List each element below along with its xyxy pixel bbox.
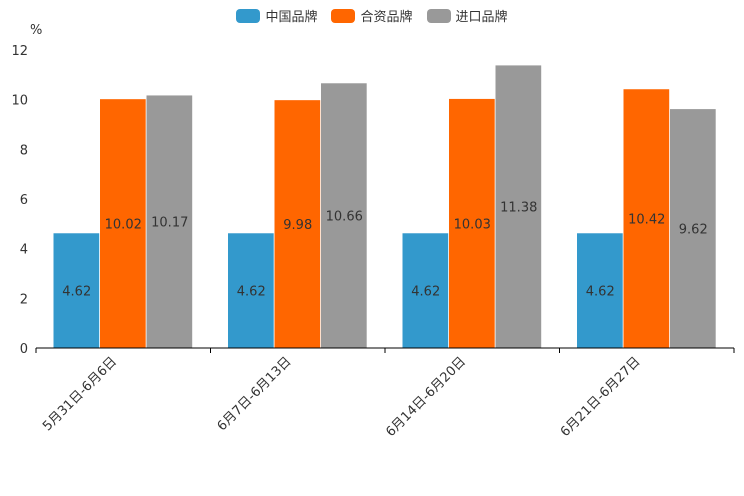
bar[interactable] <box>495 65 542 348</box>
bar-value-label: 10.03 <box>454 217 491 232</box>
bar[interactable] <box>321 83 367 348</box>
bar[interactable] <box>623 89 670 348</box>
bar-value-label: 10.42 <box>628 213 665 228</box>
x-tick-label: 6月21日-6月27日 <box>558 354 644 440</box>
bar[interactable] <box>100 99 146 348</box>
bar[interactable] <box>53 233 100 348</box>
bar-value-label: 10.66 <box>326 210 363 225</box>
bar[interactable] <box>274 100 321 348</box>
bar-value-label: 4.62 <box>411 285 440 300</box>
bar[interactable] <box>402 233 449 348</box>
bar-value-label: 4.62 <box>586 285 615 300</box>
bar[interactable] <box>449 98 495 349</box>
y-tick-label: 4 <box>20 243 28 258</box>
legend: 中国品牌 合资品牌 进口品牌 <box>0 6 744 25</box>
y-tick-label: 0 <box>20 342 28 357</box>
legend-swatch-china-brand <box>236 8 261 23</box>
y-axis-unit-label: % <box>30 23 42 38</box>
bar[interactable] <box>146 95 193 348</box>
legend-item-import-brand[interactable]: 进口品牌 <box>426 6 508 25</box>
bar[interactable] <box>228 233 274 348</box>
bar-value-label: 4.62 <box>62 285 91 300</box>
bar-value-label: 11.38 <box>500 201 537 216</box>
y-tick-label: 2 <box>20 292 28 307</box>
legend-label-import-brand: 进口品牌 <box>455 10 508 25</box>
y-axis: 0 2 4 6 8 10 12 <box>11 44 28 357</box>
bar-value-label: 10.02 <box>105 218 142 233</box>
legend-label-china-brand: 中国品牌 <box>265 10 318 25</box>
bar-value-label: 9.98 <box>283 218 312 233</box>
bar[interactable] <box>670 109 716 348</box>
y-tick-label: 6 <box>20 193 28 208</box>
bar-value-label: 9.62 <box>679 223 708 238</box>
bar-value-label: 4.62 <box>237 285 266 300</box>
legend-item-joint-venture-brand[interactable]: 合资品牌 <box>331 6 413 25</box>
legend-swatch-import-brand <box>426 8 451 23</box>
legend-label-joint-venture-brand: 合资品牌 <box>360 10 413 25</box>
y-tick-label: 10 <box>11 94 28 109</box>
x-axis: 5月31日-6月6日 6月7日-6月13日 6月14日-6月20日 6月21日-6月2… <box>35 347 735 440</box>
x-tick-label: 6月7日-6月13日 <box>215 354 295 434</box>
legend-swatch-joint-venture-brand <box>331 8 356 23</box>
bars-group: 4.62 10.02 10.17 4.62 9.98 10.66 4.62 10.03 11.3… <box>53 65 716 349</box>
bar-value-label: 10.17 <box>151 216 188 231</box>
x-tick-label: 5月31日-6月6日 <box>40 354 120 434</box>
y-tick-label: 8 <box>20 143 28 158</box>
bar[interactable] <box>577 233 623 348</box>
legend-item-china-brand[interactable]: 中国品牌 <box>236 6 317 25</box>
y-tick-label: 12 <box>11 44 28 59</box>
x-tick-label: 6月14日-6月20日 <box>383 354 469 440</box>
